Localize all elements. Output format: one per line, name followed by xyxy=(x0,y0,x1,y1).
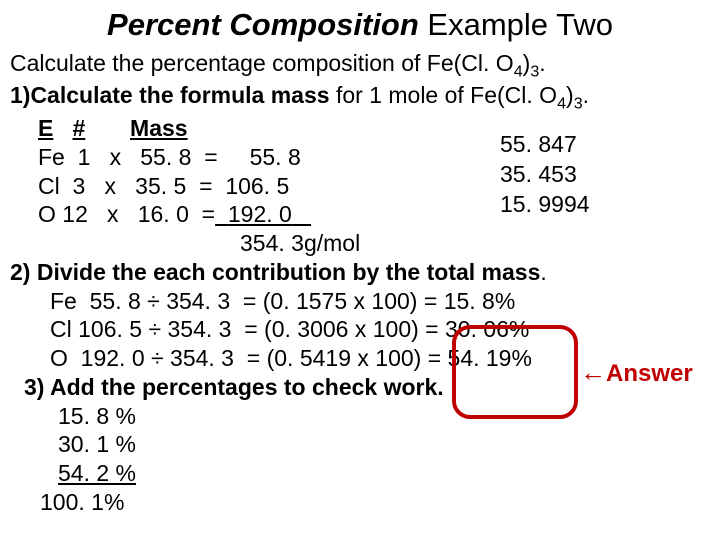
slide-title: Percent Composition Example Two xyxy=(10,6,710,45)
atomic-mass-cl: 35. 453 xyxy=(500,160,590,190)
mass-total: 354. 3g/mol xyxy=(10,229,710,258)
mass-table-header: E # Mass xyxy=(10,114,710,143)
sum-total: 100. 1% xyxy=(10,488,710,517)
sum-row-3: 54. 2 % xyxy=(10,459,710,488)
sum-row-2: 30. 1 % xyxy=(10,430,710,459)
atomic-mass-fe: 55. 847 xyxy=(500,130,590,160)
mass-row-fe: Fe 1 x 55. 8 = 55. 8 xyxy=(10,143,710,172)
atomic-mass-o: 15. 9994 xyxy=(500,190,590,220)
step1-label: 1)Calculate the formula mass for 1 mole … xyxy=(10,81,710,114)
prompt-line: Calculate the percentage composition of … xyxy=(10,49,710,82)
answer-highlight-box xyxy=(452,325,578,419)
answer-callout: ←Answer xyxy=(580,356,693,389)
mass-row-cl: Cl 3 x 35. 5 = 106. 5 xyxy=(10,172,710,201)
atomic-masses: 55. 847 35. 453 15. 9994 xyxy=(500,130,590,220)
mass-row-o: O 12 x 16. 0 = 192. 0 xyxy=(10,200,710,229)
step2-label: 2) Divide the each contribution by the t… xyxy=(10,258,710,287)
div-row-cl: Cl 106. 5 ÷ 354. 3 = (0. 3006 x 100) = 3… xyxy=(10,315,710,344)
div-row-fe: Fe 55. 8 ÷ 354. 3 = (0. 1575 x 100) = 15… xyxy=(10,287,710,316)
sum-row-1: 15. 8 % xyxy=(10,402,710,431)
arrow-left-icon: ← xyxy=(580,357,606,387)
title-emphasis: Percent Composition xyxy=(107,7,419,42)
title-rest: Example Two xyxy=(419,7,613,42)
